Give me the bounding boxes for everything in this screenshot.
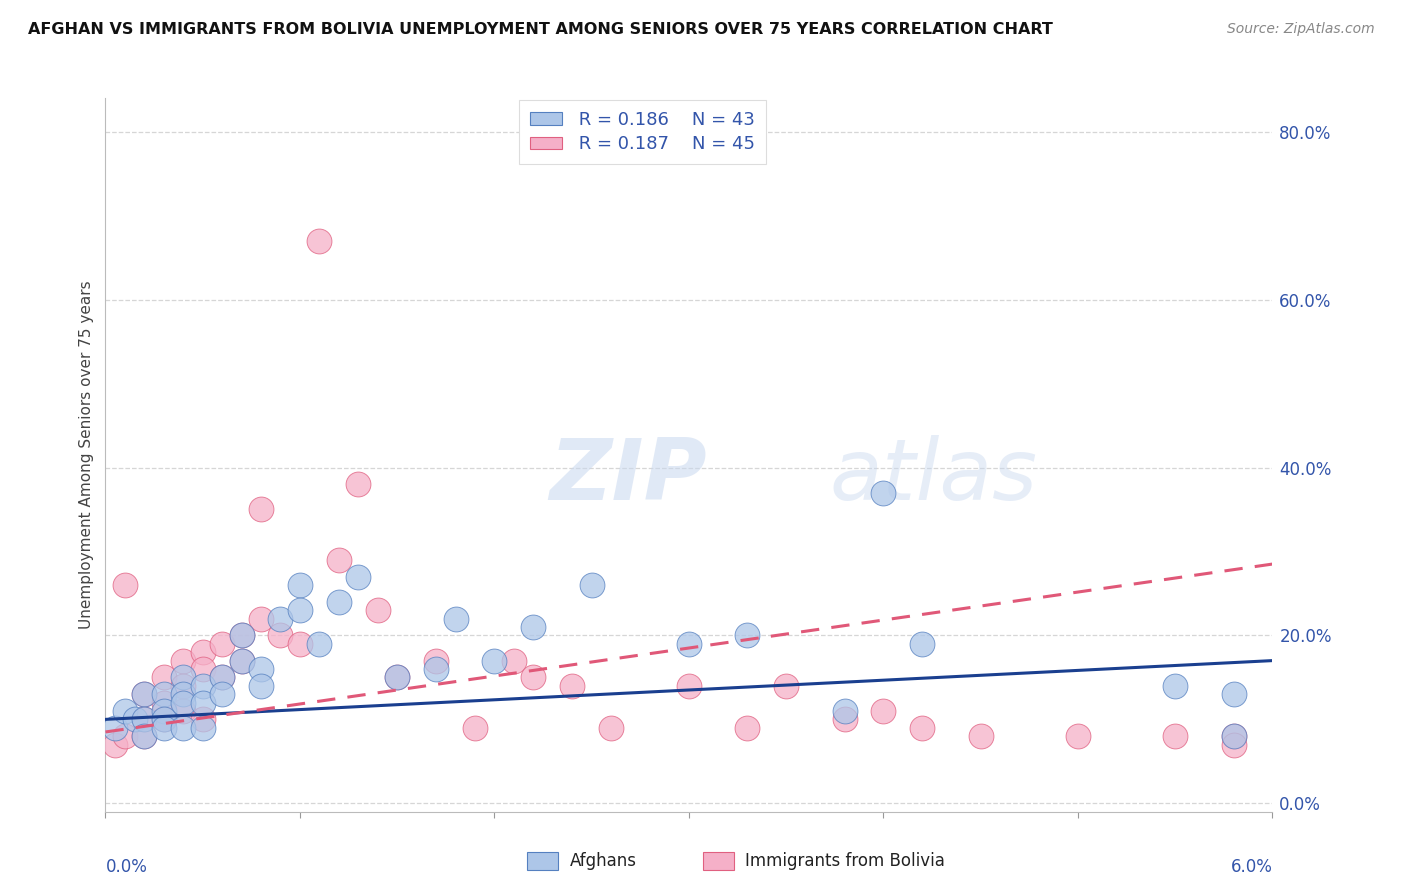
Point	[250, 612, 273, 626]
Point	[104, 738, 127, 752]
Point	[211, 687, 233, 701]
Text: 6.0%: 6.0%	[1230, 858, 1272, 876]
Point	[425, 654, 447, 668]
Point	[250, 679, 273, 693]
Point	[191, 679, 214, 693]
Point	[231, 628, 253, 642]
Point	[288, 578, 311, 592]
Point	[134, 687, 156, 701]
Point	[153, 712, 174, 726]
Point	[1222, 729, 1244, 743]
Point	[134, 729, 156, 743]
Point	[153, 696, 174, 710]
Point	[328, 595, 350, 609]
Point	[250, 662, 273, 676]
Point	[153, 687, 174, 701]
Point	[172, 704, 194, 718]
Point	[872, 704, 894, 718]
Point	[911, 637, 934, 651]
Point	[1222, 729, 1244, 743]
Point	[1164, 729, 1187, 743]
Point	[269, 628, 292, 642]
Point	[522, 670, 544, 684]
Point	[153, 712, 174, 726]
Point	[561, 679, 583, 693]
Point	[288, 603, 311, 617]
Point	[191, 696, 214, 710]
Point	[172, 670, 194, 684]
Point	[1164, 679, 1187, 693]
Point	[134, 712, 156, 726]
Text: Afghans: Afghans	[569, 852, 637, 870]
Point	[308, 234, 330, 248]
Legend:  R = 0.186    N = 43,  R = 0.187    N = 45: R = 0.186 N = 43, R = 0.187 N = 45	[519, 100, 766, 164]
Point	[114, 578, 136, 592]
Point	[172, 696, 194, 710]
Point	[172, 654, 194, 668]
Point	[191, 645, 214, 659]
Text: ZIP: ZIP	[548, 434, 707, 518]
Text: Immigrants from Bolivia: Immigrants from Bolivia	[745, 852, 945, 870]
Point	[191, 712, 214, 726]
Point	[134, 712, 156, 726]
Text: AFGHAN VS IMMIGRANTS FROM BOLIVIA UNEMPLOYMENT AMONG SENIORS OVER 75 YEARS CORRE: AFGHAN VS IMMIGRANTS FROM BOLIVIA UNEMPL…	[28, 22, 1053, 37]
Point	[231, 654, 253, 668]
Point	[600, 721, 623, 735]
Point	[172, 679, 194, 693]
Text: atlas: atlas	[830, 434, 1038, 518]
Y-axis label: Unemployment Among Seniors over 75 years: Unemployment Among Seniors over 75 years	[79, 281, 94, 629]
Point	[367, 603, 389, 617]
Point	[775, 679, 797, 693]
Point	[1067, 729, 1090, 743]
Point	[153, 704, 174, 718]
Point	[211, 670, 233, 684]
Point	[308, 637, 330, 651]
Point	[872, 485, 894, 500]
Point	[1222, 738, 1244, 752]
Point	[484, 654, 506, 668]
Point	[737, 721, 759, 735]
Point	[250, 502, 273, 516]
Point	[288, 637, 311, 651]
Point	[328, 553, 350, 567]
Point	[834, 712, 856, 726]
Point	[1222, 687, 1244, 701]
Point	[172, 687, 194, 701]
Point	[153, 670, 174, 684]
Point	[134, 729, 156, 743]
Point	[124, 712, 146, 726]
Point	[211, 670, 233, 684]
Point	[385, 670, 408, 684]
Point	[737, 628, 759, 642]
Point	[211, 637, 233, 651]
Point	[347, 477, 370, 491]
Point	[104, 721, 127, 735]
Point	[269, 612, 292, 626]
Point	[970, 729, 993, 743]
Point	[678, 679, 700, 693]
Point	[114, 729, 136, 743]
Point	[191, 662, 214, 676]
Text: Source: ZipAtlas.com: Source: ZipAtlas.com	[1227, 22, 1375, 37]
Point	[172, 721, 194, 735]
Point	[231, 628, 253, 642]
Point	[581, 578, 603, 592]
Point	[134, 687, 156, 701]
Point	[522, 620, 544, 634]
Point	[231, 654, 253, 668]
Text: 0.0%: 0.0%	[105, 858, 148, 876]
Point	[191, 721, 214, 735]
Point	[464, 721, 486, 735]
Point	[503, 654, 526, 668]
Point	[153, 721, 174, 735]
Point	[678, 637, 700, 651]
Point	[347, 569, 370, 583]
Point	[385, 670, 408, 684]
Point	[425, 662, 447, 676]
Point	[444, 612, 467, 626]
Point	[114, 704, 136, 718]
Point	[911, 721, 934, 735]
Point	[834, 704, 856, 718]
